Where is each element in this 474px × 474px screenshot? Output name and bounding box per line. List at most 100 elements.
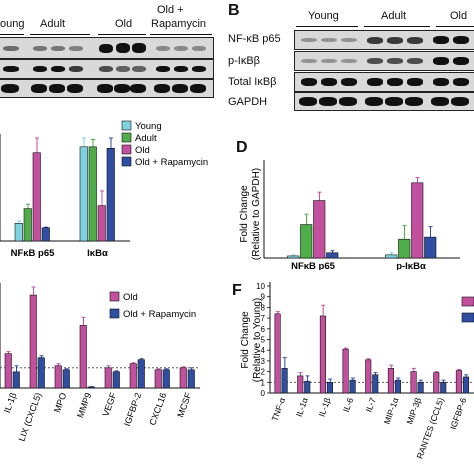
x-tick-label: IGFBP-2 [122, 391, 143, 427]
bar [179, 367, 187, 389]
blot-a-strip-1 [0, 37, 214, 59]
x-tick-label: IL-1β [316, 396, 332, 418]
bar [54, 365, 62, 389]
bar [88, 146, 97, 242]
y-tick-label: 3 [261, 357, 266, 366]
blot-b-strip-1 [294, 30, 474, 50]
panel-letter-f: F [232, 282, 242, 299]
bar [187, 369, 195, 389]
x-tick-label: TNF-α [270, 396, 288, 422]
legend-label: Old [135, 145, 150, 156]
bar [410, 371, 417, 394]
y-axis-label-2: (Relative to GAPDH) [251, 168, 262, 260]
legend-label: Old + Rapamycin [135, 157, 208, 168]
bar [4, 353, 12, 389]
bar [319, 315, 326, 394]
blot-a-group-rapa-2: Rapamycin [151, 18, 207, 30]
bar [281, 368, 288, 394]
legend-swatch [121, 132, 132, 143]
bar [300, 224, 313, 259]
bar [106, 147, 115, 242]
legend-label: Adult [135, 133, 157, 144]
x-tick-label: NFκB p65 [291, 261, 336, 270]
blot-b-strip-2 [294, 51, 474, 71]
bar [326, 382, 333, 394]
bar [87, 386, 95, 389]
x-tick-label: IL-1α [294, 396, 310, 418]
bar [37, 357, 45, 389]
bar [372, 374, 379, 394]
blot-b-group-young: Young [308, 10, 339, 22]
x-tick-label: MCSF [175, 391, 193, 419]
blot-b-row-label-3: Total IκBβ [228, 76, 277, 88]
bar [313, 200, 326, 259]
bar [287, 255, 300, 259]
legend-label: Old [123, 292, 138, 303]
x-tick-label: IL-7 [363, 396, 377, 413]
y-tick-label: 2 [261, 368, 266, 377]
blot-a-line-rapa [150, 34, 212, 35]
y-tick-label: 7 [261, 314, 266, 323]
bar [304, 380, 311, 394]
x-tick-label: MPO [52, 391, 68, 414]
x-tick-label: MIP-1α [382, 396, 401, 425]
x-tick-label: IL-6 [341, 396, 355, 413]
x-tick-label: p-IκBα [396, 261, 426, 270]
bar [326, 252, 339, 259]
bar [274, 313, 281, 394]
bar [32, 152, 41, 242]
bar [417, 382, 424, 394]
x-tick-label: MMP9 [75, 391, 93, 419]
blot-a-strip-3 [0, 79, 214, 98]
bar [297, 375, 304, 394]
blot-b-line-old [436, 26, 474, 27]
bar [62, 369, 70, 389]
blot-a-line-young [0, 34, 24, 35]
x-tick-label: IL-1β [2, 391, 18, 414]
blot-b-group-adult: Adult [381, 10, 407, 22]
bar [79, 325, 87, 389]
bar [342, 348, 349, 394]
legend-label: Old + Rapamycin [123, 309, 196, 320]
blot-a-group-adult: Adult [40, 18, 66, 30]
blot-a-group-old: Old [115, 18, 133, 30]
bar [349, 379, 356, 394]
bar [97, 205, 106, 242]
legend-swatch-old-rapamycin [461, 312, 474, 323]
legend-swatch [109, 291, 120, 302]
panel-d-chart: Fold Change (Relative to GAPDH) NFκB p65 p-… [239, 160, 460, 270]
bar [424, 236, 437, 259]
y-tick-label: 10 [256, 282, 265, 291]
y-axis-label-2: (Relative to Young) [252, 298, 263, 383]
legend-swatch [121, 120, 132, 131]
y-tick-label: 0 [261, 389, 266, 398]
x-tick-label: IκBα [87, 248, 108, 259]
bar [162, 369, 170, 389]
blot-a-line-old [98, 34, 146, 35]
x-tick-label: LIX (CXCL5) [17, 391, 44, 442]
bar [104, 367, 112, 389]
bar [398, 238, 411, 259]
x-tick-label: NFκB p65 [11, 248, 56, 259]
bar [365, 359, 372, 394]
blot-b-row-label-1: NF-κB p65 [228, 33, 281, 45]
panel-b-blot: Young Adult Old NF-κB p65 p-IκBβ Total I… [228, 0, 474, 111]
legend-swatch-old [461, 296, 474, 307]
blot-a-group-young: oung [0, 18, 25, 30]
bar [79, 146, 88, 242]
y-tick-label: 8 [261, 303, 266, 312]
blot-b-line-young [296, 26, 358, 27]
panel-letter-d: D [236, 139, 248, 156]
blot-a-strip-2 [0, 59, 214, 79]
blot-a-line-adult [30, 34, 90, 35]
y-tick-label: 1 [261, 378, 266, 387]
panel-letter-b: B [228, 2, 240, 19]
legend-swatch [121, 156, 132, 167]
panel-a-blot: oung Adult Old Old + Rapamycin [0, 0, 215, 100]
bar [462, 376, 469, 394]
legend-label: Young [135, 121, 162, 132]
blot-b-row-label-4: GAPDH [228, 96, 268, 108]
